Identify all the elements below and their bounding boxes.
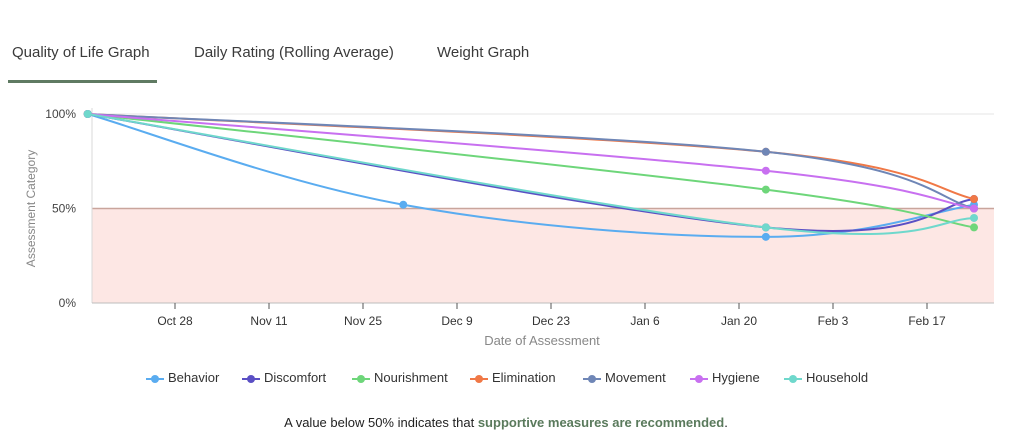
legend-item-discomfort[interactable]: Discomfort	[242, 370, 326, 385]
y-tick-label: 50%	[52, 202, 76, 216]
legend-swatch-icon	[470, 374, 488, 383]
legend-label: Movement	[605, 370, 666, 385]
series-point-household	[761, 223, 770, 232]
active-tab-underline	[8, 80, 157, 83]
x-tick-label: Jan 20	[721, 314, 757, 328]
y-tick-label: 0%	[59, 296, 77, 310]
legend-swatch-icon	[242, 374, 260, 383]
series-point-nourishment	[761, 185, 770, 194]
threshold-band	[92, 208, 994, 303]
series-line-nourishment	[87, 113, 975, 229]
legend-item-behavior[interactable]: Behavior	[146, 370, 219, 385]
legend-label: Household	[806, 370, 869, 385]
series-point-nourishment	[970, 223, 978, 232]
series-line-hygiene	[87, 113, 975, 210]
tab-quality-of-life[interactable]: Quality of Life Graph	[12, 44, 150, 61]
series-point-behavior	[399, 200, 408, 209]
legend-swatch-icon	[352, 374, 370, 383]
x-tick-label: Oct 28	[157, 314, 193, 328]
x-tick-label: Nov 25	[344, 314, 382, 328]
legend-swatch-icon	[690, 374, 708, 383]
series-point-household	[83, 110, 92, 118]
x-tick-label: Jan 6	[630, 314, 660, 328]
legend-label: Nourishment	[374, 370, 448, 385]
y-axis-label: Assessment Category	[24, 150, 38, 267]
legend-swatch-icon	[784, 374, 802, 383]
series-point-movement	[761, 147, 770, 156]
legend-item-elimination[interactable]: Elimination	[470, 370, 556, 385]
legend-label: Discomfort	[264, 370, 327, 385]
tab-bar: Quality of Life Graph Daily Rating (Roll…	[0, 0, 1024, 90]
tab-daily-rating[interactable]: Daily Rating (Rolling Average)	[194, 44, 394, 61]
series-point-hygiene	[761, 166, 770, 175]
series-line-household	[87, 113, 975, 236]
x-tick-label: Dec 9	[441, 314, 473, 328]
series-point-household	[970, 213, 978, 222]
x-tick-label: Feb 3	[818, 314, 849, 328]
x-tick-label: Nov 11	[250, 314, 287, 328]
legend-swatch-icon	[583, 374, 601, 383]
series-point-elimination	[970, 195, 978, 204]
legend-item-hygiene[interactable]: Hygiene	[690, 370, 760, 385]
note-emphasis: supportive measures are recommended	[477, 415, 725, 430]
series-line-movement	[87, 113, 975, 210]
y-tick-label: 100%	[45, 107, 76, 121]
legend-label: Hygiene	[712, 370, 760, 385]
legend-label: Behavior	[168, 370, 220, 385]
threshold-note: A value below 50% indicates that support…	[0, 415, 1012, 430]
x-axis-label: Date of Assessment	[484, 333, 600, 348]
quality-of-life-chart: 100% 50% 0% Oct 28 Nov 11 Nov 25 Dec 9 Dec 23 Ja…	[24, 107, 994, 348]
series-point-hygiene	[970, 204, 978, 213]
series-line-behavior	[87, 113, 975, 238]
legend-label: Elimination	[492, 370, 556, 385]
x-tick-label: Feb 17	[908, 314, 946, 328]
legend-item-nourishment[interactable]: Nourishment	[352, 370, 448, 385]
tab-weight-graph[interactable]: Weight Graph	[437, 44, 530, 61]
note-prefix: A value below 50% indicates that	[284, 415, 478, 430]
legend-item-household[interactable]: Household	[784, 370, 868, 385]
legend-item-movement[interactable]: Movement	[583, 370, 666, 385]
series-point-behavior	[761, 232, 770, 241]
note-suffix: .	[724, 415, 728, 430]
legend-swatch-icon	[146, 374, 164, 383]
chart-legend: Behavior Discomfort Nourishment Elimination…	[0, 370, 1024, 392]
x-tick-label: Dec 23	[532, 314, 570, 328]
